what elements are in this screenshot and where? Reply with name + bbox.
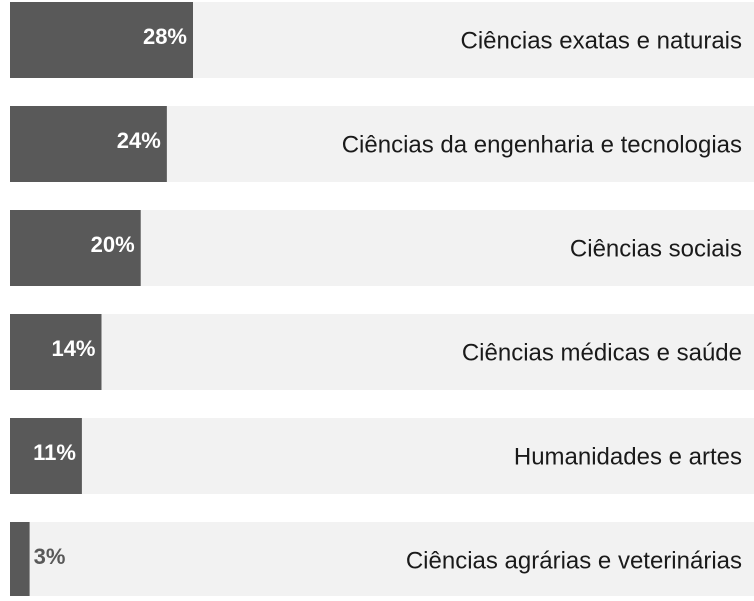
value-label: 24% <box>117 128 161 153</box>
row-background <box>10 522 754 598</box>
value-label: 14% <box>51 336 95 361</box>
category-label: Ciências médicas e saúde <box>462 339 742 366</box>
value-label: 20% <box>91 232 135 257</box>
value-label: 28% <box>143 24 187 49</box>
bar <box>10 314 102 390</box>
bar <box>10 522 30 598</box>
bar <box>10 2 193 78</box>
bar <box>10 418 82 494</box>
value-label: 11% <box>33 440 76 465</box>
category-label: Humanidades e artes <box>514 443 742 470</box>
category-label: Ciências sociais <box>570 235 742 262</box>
bar <box>10 106 167 182</box>
value-label: 3% <box>34 544 66 569</box>
row-background <box>10 314 754 390</box>
category-label: Ciências agrárias e veterinárias <box>406 547 742 574</box>
category-label: Ciências exatas e naturais <box>461 27 742 54</box>
row-background <box>10 418 754 494</box>
bar <box>10 210 141 286</box>
category-label: Ciências da engenharia e tecnologias <box>342 131 742 158</box>
